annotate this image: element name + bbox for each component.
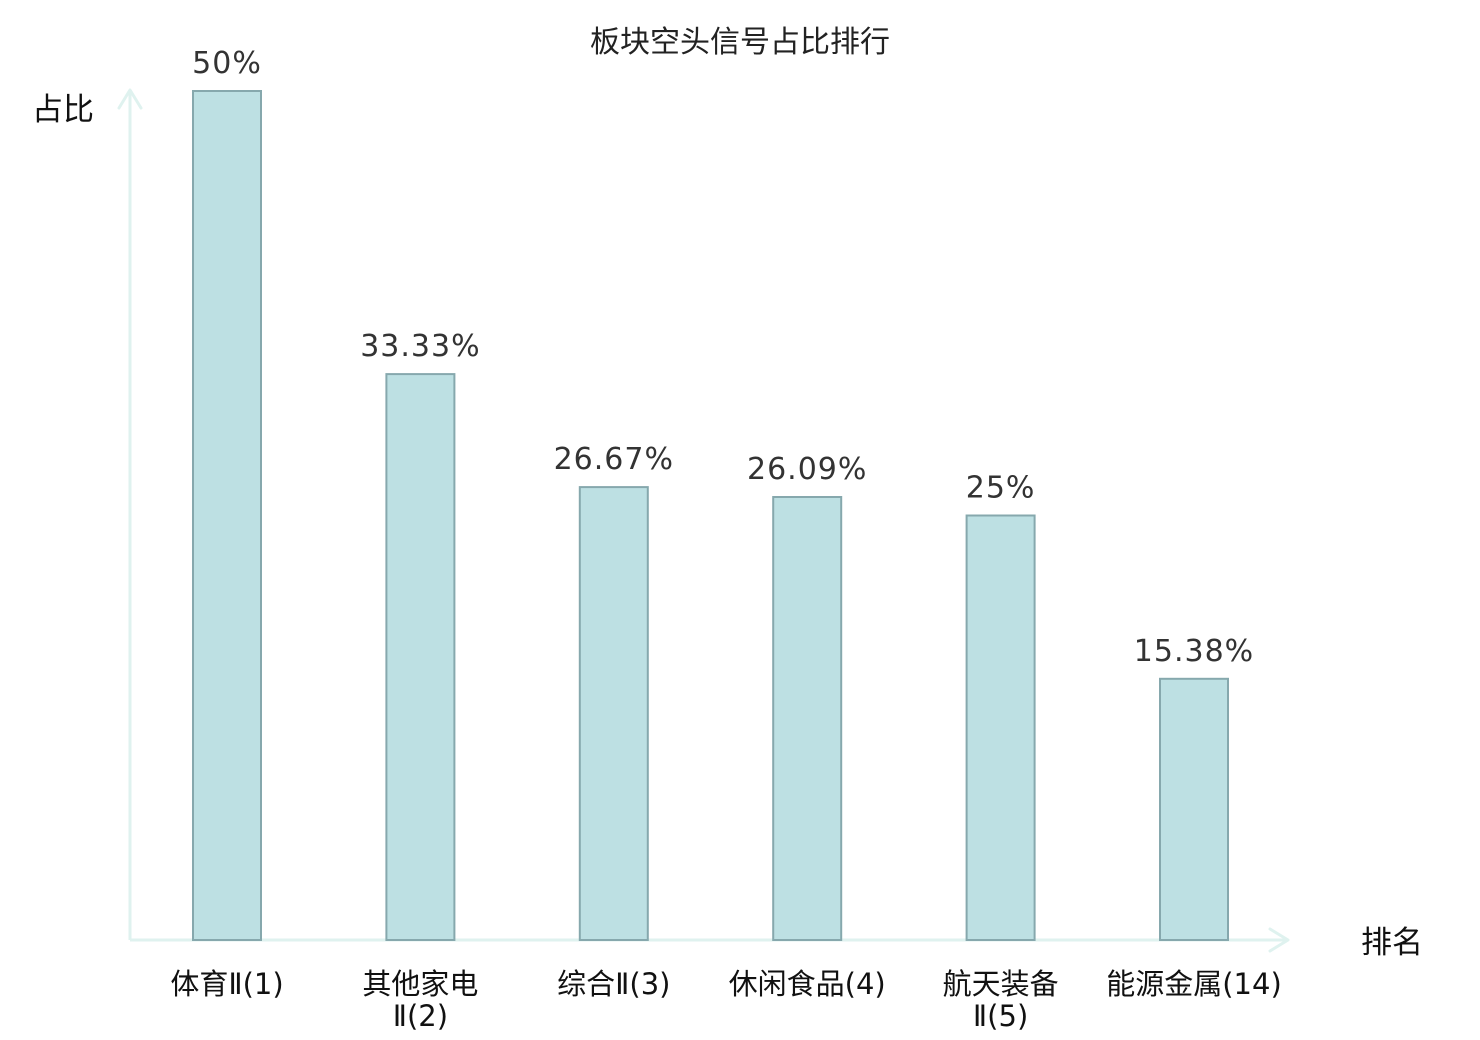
value-label-2: 33.33% [360, 329, 480, 364]
y-axis-title: 占比 [32, 92, 94, 128]
category-label-6: 能源金属(14) [1106, 967, 1282, 1001]
value-label-3: 26.67% [554, 442, 674, 477]
category-label-2-line-2: Ⅱ(2) [393, 999, 448, 1033]
bar-5 [965, 514, 1036, 941]
bar-4 [772, 496, 843, 941]
category-label-4: 休闲食品(4) [729, 967, 886, 1001]
x-axis-arrow-icon [1268, 927, 1290, 953]
category-label-2-line-1: 其他家电 [362, 967, 478, 1001]
chart-title: 板块空头信号占比排行 [590, 25, 890, 60]
x-axis-title: 排名 [1361, 925, 1423, 961]
value-label-1: 50% [192, 46, 262, 81]
bar-2 [385, 373, 456, 942]
bar-3 [578, 486, 649, 941]
category-label-5-line-1: 航天装备 [943, 967, 1059, 1001]
bars [192, 90, 1229, 942]
category-label-5-line-2: Ⅱ(5) [973, 999, 1028, 1033]
axes [117, 88, 1290, 953]
value-label-4: 26.09% [747, 452, 867, 487]
category-label-3: 综合Ⅱ(3) [557, 967, 670, 1001]
y-axis-arrow-icon [117, 88, 143, 110]
value-label-5: 25% [966, 471, 1036, 506]
value-label-6: 15.38% [1134, 634, 1254, 669]
value-labels: 50% 33.33% 26.67% 26.09% 25% 15.38% [192, 46, 1254, 669]
category-label-1: 体育Ⅱ(1) [170, 967, 283, 1001]
bar-1 [192, 90, 262, 941]
bar-6 [1159, 677, 1229, 941]
